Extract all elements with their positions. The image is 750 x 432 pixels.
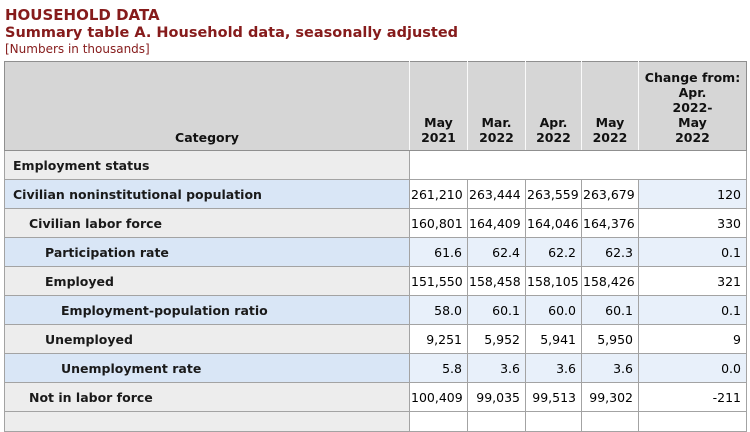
- table-row: Unemployed 9,251 5,952 5,941 5,950 9: [4, 324, 747, 354]
- category-cell: Employment status: [4, 150, 410, 180]
- value-cell: 263,679: [581, 179, 639, 209]
- value-cell: 158,458: [467, 266, 526, 296]
- household-data-table: Category May 2021 Mar. 2022 Apr. 2022 Ma…: [4, 61, 747, 432]
- value-cell: 5,952: [467, 324, 526, 354]
- value-cell: 58.0: [409, 295, 468, 325]
- change-value-cell: 9: [638, 324, 747, 354]
- value-cell: 5,950: [581, 324, 639, 354]
- page-subtitle: Summary table A. Household data, seasona…: [5, 25, 459, 41]
- value-cell: 3.6: [467, 353, 526, 383]
- value-cell: 61.6: [409, 237, 468, 267]
- table-row-partial: [4, 411, 747, 432]
- value-cell: [525, 411, 582, 432]
- col-header-change: Change from: Apr. 2022- May 2022: [638, 61, 747, 151]
- value-cell: [409, 411, 468, 432]
- col-header-mar-2022: Mar. 2022: [467, 61, 526, 151]
- value-cell: 160,801: [409, 208, 468, 238]
- table-row: Employed 151,550 158,458 158,105 158,426 321: [4, 266, 747, 296]
- change-value-cell: -211: [638, 382, 747, 412]
- col-header-category: Category: [4, 61, 410, 151]
- category-cell: Employment-population ratio: [4, 295, 410, 325]
- change-value-cell: 330: [638, 208, 747, 238]
- value-cell: 99,513: [525, 382, 582, 412]
- value-cell: 263,444: [467, 179, 526, 209]
- value-cell: 60.1: [467, 295, 526, 325]
- category-cell: Unemployed: [4, 324, 410, 354]
- col-header-may-2021: May 2021: [409, 61, 468, 151]
- category-cell: Not in labor force: [4, 382, 410, 412]
- table-header: Category May 2021 Mar. 2022 Apr. 2022 Ma…: [4, 61, 747, 151]
- value-cell: 9,251: [409, 324, 468, 354]
- change-value-cell: 321: [638, 266, 747, 296]
- table-row: Employment-population ratio 58.0 60.1 60.0 6…: [4, 295, 747, 325]
- table-row: Civilian noninstitutional population 261,…: [4, 179, 747, 209]
- table-body: Employment status Civilian noninstitution…: [4, 150, 747, 432]
- value-cell: 158,426: [581, 266, 639, 296]
- table-row: Employment status: [4, 150, 747, 180]
- value-cell: 5.8: [409, 353, 468, 383]
- value-cell: 60.1: [581, 295, 639, 325]
- table-row: Civilian labor force 160,801 164,409 164,04…: [4, 208, 747, 238]
- category-cell: Employed: [4, 266, 410, 296]
- value-cell: 164,376: [581, 208, 639, 238]
- category-cell: [4, 411, 410, 432]
- value-cell: 62.2: [525, 237, 582, 267]
- value-cell: 100,409: [409, 382, 468, 412]
- value-cell: 164,046: [525, 208, 582, 238]
- page-title: HOUSEHOLD DATA: [5, 6, 160, 24]
- col-header-may-2022: May 2022: [581, 61, 639, 151]
- value-cell: 164,409: [467, 208, 526, 238]
- value-cell: [638, 411, 747, 432]
- value-cell: 99,302: [581, 382, 639, 412]
- value-cell: 263,559: [525, 179, 582, 209]
- value-cell: 261,210: [409, 179, 468, 209]
- change-value-cell: 0.1: [638, 237, 747, 267]
- value-cell: 5,941: [525, 324, 582, 354]
- table-note: [Numbers in thousands]: [5, 42, 150, 56]
- table-row: Not in labor force 100,409 99,035 99,513 99,…: [4, 382, 747, 412]
- value-cell: 3.6: [525, 353, 582, 383]
- value-cell: 60.0: [525, 295, 582, 325]
- value-cell: 3.6: [581, 353, 639, 383]
- category-cell: Civilian noninstitutional population: [4, 179, 410, 209]
- value-cell: 158,105: [525, 266, 582, 296]
- col-header-apr-2022: Apr. 2022: [525, 61, 582, 151]
- category-cell: Unemployment rate: [4, 353, 410, 383]
- category-cell: Participation rate: [4, 237, 410, 267]
- value-cell: [581, 411, 639, 432]
- value-cell: [467, 411, 526, 432]
- value-cell: 99,035: [467, 382, 526, 412]
- value-cell: 62.4: [467, 237, 526, 267]
- value-cell: 151,550: [409, 266, 468, 296]
- change-value-cell: 0.0: [638, 353, 747, 383]
- category-cell: Civilian labor force: [4, 208, 410, 238]
- change-value-cell: 120: [638, 179, 747, 209]
- empty-section-cell: [409, 150, 747, 180]
- value-cell: 62.3: [581, 237, 639, 267]
- change-value-cell: 0.1: [638, 295, 747, 325]
- table-row: Unemployment rate 5.8 3.6 3.6 3.6 0.0: [4, 353, 747, 383]
- report-header: HOUSEHOLD DATA Summary table A. Househol…: [0, 0, 750, 57]
- table-row: Participation rate 61.6 62.4 62.2 62.3 0.1: [4, 237, 747, 267]
